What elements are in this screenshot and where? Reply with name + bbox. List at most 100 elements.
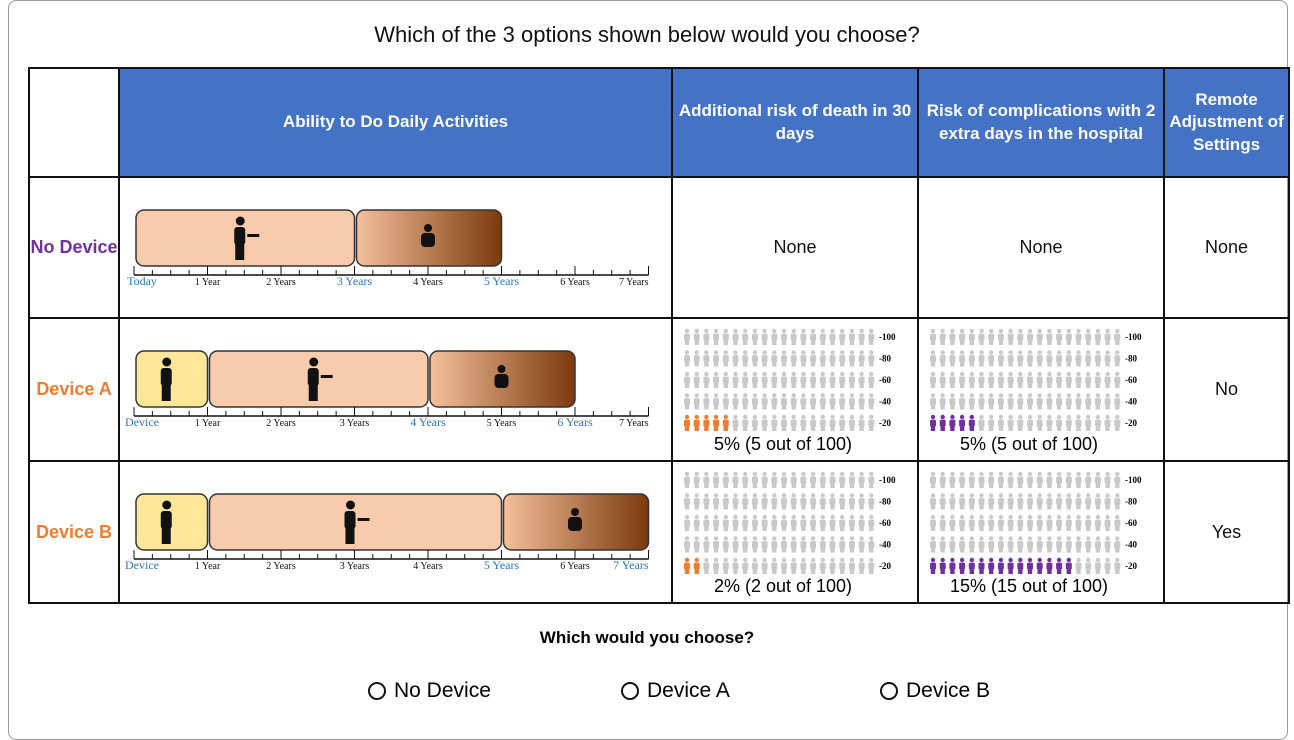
icon-legs [723,383,728,388]
radio-option[interactable]: Device B [880,679,990,703]
icon-body [1027,355,1033,363]
icon [742,350,749,367]
icon [868,536,875,553]
icon-head [940,393,945,398]
icon-head [743,393,748,398]
icon-body [1056,376,1063,384]
icon-head [1095,536,1101,541]
radio-button[interactable] [368,682,386,700]
icon [868,393,875,410]
icon-head [801,414,806,420]
icon-head [820,393,825,398]
icon [1007,393,1014,410]
icon-legs [1086,547,1091,553]
icon-legs [1047,426,1052,431]
icon-head [1018,350,1023,355]
icon-head [1095,350,1101,355]
icon-legs [1027,547,1033,553]
icon-head [1056,514,1062,520]
radio-button[interactable] [880,682,898,700]
icon-head [849,557,855,563]
icon-body [868,333,875,341]
icon-head [998,350,1004,355]
icon-head [969,557,974,563]
icon-legs [743,340,748,345]
icon-head [830,493,835,498]
icon [1104,536,1111,553]
icon-body [703,476,710,484]
icon [930,536,936,553]
icon-body [781,398,787,406]
icon [722,471,729,488]
icon-legs [1027,426,1033,431]
icon-body [997,541,1004,549]
icon-head [1115,514,1120,520]
icon-head [694,393,699,398]
icon-body [1104,376,1111,384]
icon-legs [1095,483,1101,488]
icon-legs [704,483,709,488]
icon-body [1094,541,1101,549]
icon-legs [820,340,825,345]
icon-head [1056,328,1062,334]
icon-head [1008,557,1013,563]
icon-body [751,376,758,384]
icon-head [869,414,874,420]
icon-head [1066,414,1071,420]
icon-head [830,557,835,563]
icon-head [930,371,936,377]
icon [771,371,778,388]
icon-legs [723,526,728,531]
icon-body [693,333,700,341]
icon-head [969,350,974,355]
icon-head [1095,471,1101,477]
icon-legs [733,526,738,531]
icon-body [848,376,855,384]
icon-head [969,393,974,398]
icon-legs [713,547,719,553]
icon [949,493,956,510]
icon-legs [830,569,835,574]
figure-head [309,357,319,367]
icon-legs [979,383,984,388]
icon-body [722,476,729,484]
radio-button[interactable] [621,682,639,700]
icon [790,493,797,510]
icon-head [1018,328,1023,334]
icon-legs [1105,404,1110,410]
icon-head [791,536,796,541]
icon-body [1007,419,1014,427]
icon-legs [1066,483,1071,488]
figure-legs [161,385,171,401]
icon-head [772,328,777,334]
icon [968,471,975,488]
icon-body [761,355,768,363]
icon-head [694,414,699,420]
icon [1007,328,1014,345]
icon-body [1017,355,1024,363]
icon-head [1047,328,1052,334]
radio-option[interactable]: No Device [368,679,491,703]
icon-head [950,414,955,420]
icon-legs [830,504,835,510]
icon-head [998,471,1004,477]
icon-body [781,498,787,506]
icon-legs [694,404,699,410]
radio-option[interactable]: Device A [621,679,730,703]
icon [978,471,985,488]
icon-legs [1037,426,1042,431]
icon-legs [772,340,777,345]
icon-head [840,493,845,498]
icon-body [722,419,729,427]
icon-head [733,493,738,498]
icon-body [858,541,865,549]
icon [693,536,700,553]
icon-body [732,541,739,549]
icon-body [949,376,956,384]
icon [939,350,946,367]
icon [1085,328,1092,345]
axis-label: 2 Years [266,561,296,572]
affected-icon [713,414,720,431]
icon-head [959,414,965,420]
icon [713,514,720,531]
